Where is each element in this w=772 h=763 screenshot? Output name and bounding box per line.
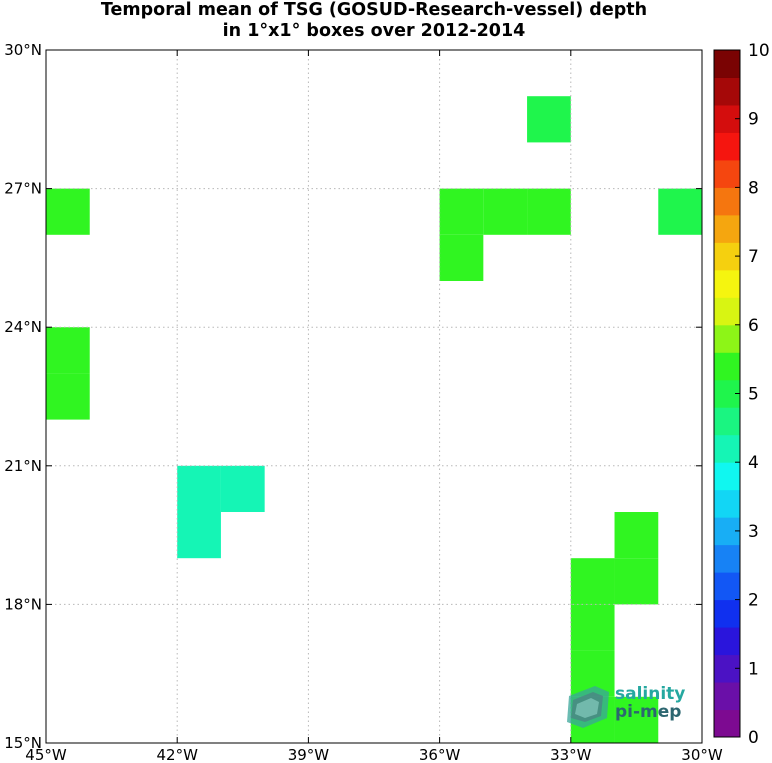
title-line-1: Temporal mean of TSG (GOSUD-Research-ves… bbox=[100, 0, 648, 20]
logo-mark-icon bbox=[567, 686, 609, 728]
logo-text-salinity: salinity bbox=[615, 684, 686, 704]
logo-text-pimep: pi-mep bbox=[615, 702, 682, 722]
colorbar-segment bbox=[714, 682, 740, 711]
heatmap-cell-2 bbox=[439, 188, 484, 235]
heatmap-cell-1 bbox=[46, 188, 90, 235]
colorbar-segment bbox=[714, 627, 740, 656]
colorbar-segment bbox=[714, 709, 740, 738]
heatmap-cell-18 bbox=[614, 696, 659, 743]
colorbar-tick-label: 1 bbox=[748, 659, 759, 679]
grid-lines bbox=[46, 50, 702, 743]
colorbar-tick-label: 0 bbox=[748, 728, 759, 748]
x-tick-label: 30°W bbox=[681, 746, 723, 763]
x-tick-label: 39°W bbox=[288, 746, 330, 763]
heatmap-cell-13 bbox=[614, 558, 659, 605]
heatmap-cell-9 bbox=[177, 465, 221, 512]
chart-title: Temporal mean of TSG (GOSUD-Research-ves… bbox=[0, 0, 748, 42]
axis-ticks: 45°W 42°W 39°W 36°W 33°W 30°W 15°N 18°N 21°N 24°N… bbox=[4, 41, 723, 763]
colorbar-segment bbox=[714, 269, 740, 298]
colorbar-segment bbox=[714, 214, 740, 243]
y-tick-label: 18°N bbox=[4, 595, 42, 613]
colorbar-segment bbox=[714, 572, 740, 601]
colorbar-segment bbox=[714, 187, 740, 216]
colorbar-segment bbox=[714, 50, 740, 78]
colorbar-tick-label: 10 bbox=[748, 41, 770, 61]
heatmap-cell-10 bbox=[220, 465, 265, 512]
y-tick-label: 27°N bbox=[4, 180, 42, 198]
heatmap-cell-12 bbox=[614, 512, 659, 559]
x-tick-label: 42°W bbox=[156, 746, 198, 763]
heatmap-cell-14 bbox=[570, 558, 615, 605]
colorbar-tick-label: 5 bbox=[748, 385, 759, 405]
colorbar-segment bbox=[714, 544, 740, 573]
colorbar-tick-label: 8 bbox=[748, 178, 759, 198]
colorbar-segment bbox=[714, 407, 740, 436]
colorbar-tick-label: 3 bbox=[748, 522, 759, 542]
colorbar-segment bbox=[714, 599, 740, 628]
colorbar-segment bbox=[714, 159, 740, 188]
colorbar-segment bbox=[714, 352, 740, 381]
colorbar-tick-label: 4 bbox=[748, 453, 759, 473]
heatmap-cell-7 bbox=[46, 327, 90, 374]
heatmap-cell-15 bbox=[570, 604, 615, 651]
heatmap-cells bbox=[46, 96, 702, 743]
title-line-2: in 1°x1° boxes over 2012-2014 bbox=[222, 21, 526, 41]
y-tick-label: 24°N bbox=[4, 318, 42, 336]
heatmap-cell-11 bbox=[177, 512, 221, 559]
colorbar-segment bbox=[714, 77, 740, 106]
y-tick-label: 15°N bbox=[4, 734, 42, 752]
heatmap-cell-6 bbox=[658, 188, 702, 235]
heatmap-cell-4 bbox=[527, 188, 571, 235]
x-tick-label: 45°W bbox=[25, 746, 67, 763]
colorbar-tick-label: 7 bbox=[748, 247, 759, 267]
heatmap-cell-0 bbox=[527, 96, 571, 143]
heatmap-cell-8 bbox=[46, 373, 90, 420]
colorbar-segment bbox=[714, 324, 740, 353]
plot-frame bbox=[45, 49, 703, 744]
colorbar-segment bbox=[714, 297, 740, 326]
colorbar-tick-label: 6 bbox=[748, 316, 759, 336]
colorbar-tick-label: 9 bbox=[748, 110, 759, 130]
heatmap-cell-3 bbox=[483, 188, 528, 235]
colorbar: 0 1 2 3 4 5 6 7 8 9 10 bbox=[713, 41, 770, 748]
y-tick-label: 30°N bbox=[4, 41, 42, 59]
colorbar-segment bbox=[714, 462, 740, 491]
x-tick-label: 33°W bbox=[550, 746, 592, 763]
heatmap-cell-5 bbox=[439, 234, 484, 281]
colorbar-tick-label: 2 bbox=[748, 591, 759, 611]
x-tick-label: 36°W bbox=[419, 746, 461, 763]
colorbar-segment bbox=[714, 132, 740, 161]
colorbar-segment bbox=[714, 489, 740, 518]
colorbar-segment bbox=[714, 434, 740, 463]
salinity-pimep-logo: salinity pi-mep bbox=[565, 684, 695, 728]
y-tick-label: 21°N bbox=[4, 457, 42, 475]
